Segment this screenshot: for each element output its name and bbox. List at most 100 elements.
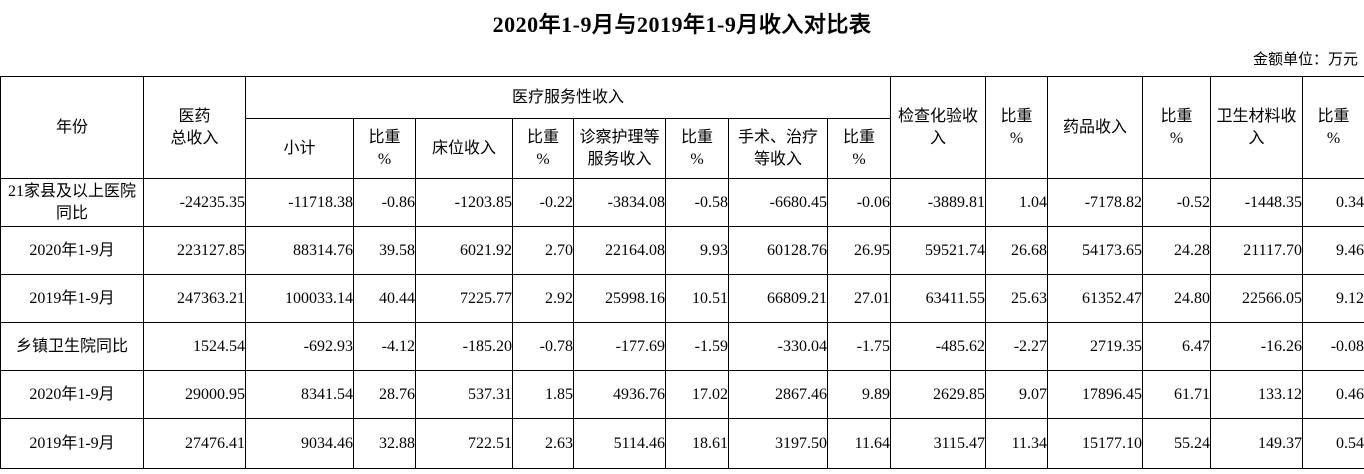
table-row: 2019年1-9月 247363.21 100033.14 40.44 7225.77 2…: [0, 274, 1364, 323]
cell-value: 17896.45: [1047, 370, 1144, 419]
col-header-exam-nursing-income: 诊察护理等 服务收入: [573, 118, 666, 179]
cell-value: -3889.81: [890, 178, 987, 227]
row-label: 2020年1-9月: [0, 226, 144, 275]
cell-value: 55.24: [1142, 418, 1212, 469]
cell-value: -1.75: [826, 322, 892, 371]
cell-value: -177.69: [573, 322, 666, 371]
cell-value: 2629.85: [890, 370, 987, 419]
cell-value: 9.46: [1302, 226, 1364, 275]
cell-value: 21117.70: [1210, 226, 1304, 275]
cell-value: 17.02: [665, 370, 729, 419]
cell-value: 1.04: [985, 178, 1049, 227]
cell-value: 1524.54: [143, 322, 246, 371]
cell-value: 24.28: [1142, 226, 1212, 275]
table-header: 年份 医药 总收入 医疗服务性收入 检查化验收 入 比重 % 药品收入 比重 %…: [0, 76, 1364, 179]
col-header-proportion: 比重 %: [1142, 76, 1212, 179]
cell-value: 3197.50: [728, 418, 828, 469]
col-header-total-medical-income: 医药 总收入: [143, 76, 246, 179]
col-header-subtotal: 小计: [245, 118, 354, 179]
cell-value: 39.58: [353, 226, 416, 275]
cell-value: -185.20: [415, 322, 513, 371]
cell-value: -0.78: [512, 322, 574, 371]
page: 2020年1-9月与2019年1-9月收入对比表 金额单位：万元 年份 医药 总…: [0, 10, 1364, 474]
cell-value: 6.47: [1142, 322, 1212, 371]
col-header-bed-income: 床位收入: [415, 118, 513, 179]
col-group-medical-service-income: 医疗服务性收入: [244, 76, 892, 119]
cell-value: 3115.47: [890, 418, 987, 469]
col-header-proportion: 比重 %: [353, 118, 416, 179]
cell-value: -692.93: [245, 322, 354, 371]
cell-value: 7225.77: [415, 274, 513, 323]
cell-value: 18.61: [665, 418, 729, 469]
cell-value: 27.01: [826, 274, 892, 323]
cell-value: -0.22: [512, 178, 574, 227]
cell-value: 9.07: [985, 370, 1049, 419]
cell-value: -6680.45: [728, 178, 828, 227]
cell-value: 2.63: [512, 418, 574, 469]
row-label: 2019年1-9月: [0, 418, 144, 469]
cell-value: 60128.76: [728, 226, 828, 275]
cell-value: 0.54: [1302, 418, 1364, 469]
cell-value: 2.70: [512, 226, 574, 275]
row-label: 2020年1-9月: [0, 370, 144, 419]
col-header-proportion: 比重 %: [512, 118, 574, 179]
cell-value: 15177.10: [1047, 418, 1144, 469]
cell-value: 27476.41: [143, 418, 246, 469]
cell-value: 4936.76: [573, 370, 666, 419]
cell-value: 32.88: [353, 418, 416, 469]
header-row-sub: 小计 比重 % 床位收入 比重 % 诊察护理等 服务收入 比重 % 手术、治疗 …: [1, 118, 1364, 179]
table-row: 21家县及以上医院同比 -24235.35 -11718.38 -0.86 -1203.…: [0, 178, 1364, 227]
cell-value: 2867.46: [728, 370, 828, 419]
cell-value: 0.46: [1302, 370, 1364, 419]
cell-value: 100033.14: [245, 274, 354, 323]
col-header-surgery-treatment-income: 手术、治疗 等收入: [728, 118, 828, 179]
row-label: 乡镇卫生院同比: [0, 322, 144, 371]
col-header-proportion: 比重 %: [826, 118, 892, 179]
cell-value: -0.58: [665, 178, 729, 227]
cell-value: 722.51: [415, 418, 513, 469]
income-comparison-table: 年份 医药 总收入 医疗服务性收入 检查化验收 入 比重 % 药品收入 比重 %…: [0, 76, 1364, 469]
page-title: 2020年1-9月与2019年1-9月收入对比表: [492, 12, 872, 37]
cell-value: 5114.46: [573, 418, 666, 469]
cell-value: 9.89: [826, 370, 892, 419]
cell-value: 59521.74: [890, 226, 987, 275]
cell-value: 66809.21: [728, 274, 828, 323]
unit-note: 金额单位：万元: [1252, 52, 1358, 68]
table-row: 2020年1-9月 29000.95 8341.54 28.76 537.31 1.85 4…: [0, 370, 1364, 419]
col-header-proportion: 比重 %: [985, 76, 1049, 179]
cell-value: 2.92: [512, 274, 574, 323]
cell-value: 22566.05: [1210, 274, 1304, 323]
cell-value: 1.85: [512, 370, 574, 419]
cell-value: 24.80: [1142, 274, 1212, 323]
cell-value: -1448.35: [1210, 178, 1304, 227]
col-header-proportion: 比重 %: [1302, 76, 1364, 179]
cell-value: -24235.35: [143, 178, 246, 227]
cell-value: 26.95: [826, 226, 892, 275]
cell-value: -0.52: [1142, 178, 1212, 227]
table-row: 2020年1-9月 223127.85 88314.76 39.58 6021.92 2.…: [0, 226, 1364, 275]
cell-value: 40.44: [353, 274, 416, 323]
cell-value: -16.26: [1210, 322, 1304, 371]
cell-value: 28.76: [353, 370, 416, 419]
cell-value: -1.59: [665, 322, 729, 371]
cell-value: -1203.85: [415, 178, 513, 227]
cell-value: -0.86: [353, 178, 416, 227]
cell-value: -11718.38: [245, 178, 354, 227]
cell-value: 26.68: [985, 226, 1049, 275]
cell-value: 11.34: [985, 418, 1049, 469]
cell-value: -7178.82: [1047, 178, 1144, 227]
cell-value: 11.64: [826, 418, 892, 469]
cell-value: -0.08: [1302, 322, 1364, 371]
col-header-proportion: 比重 %: [665, 118, 729, 179]
table-body: 21家县及以上医院同比 -24235.35 -11718.38 -0.86 -1203.…: [0, 178, 1364, 469]
col-header-drug-income: 药品收入: [1047, 76, 1144, 179]
cell-value: -2.27: [985, 322, 1049, 371]
cell-value: -3834.08: [573, 178, 666, 227]
row-label: 21家县及以上医院同比: [0, 178, 144, 227]
cell-value: 25.63: [985, 274, 1049, 323]
cell-value: 223127.85: [143, 226, 246, 275]
table-row: 乡镇卫生院同比 1524.54 -692.93 -4.12 -185.20 -0.78 -1…: [0, 322, 1364, 371]
cell-value: 54173.65: [1047, 226, 1144, 275]
cell-value: 149.37: [1210, 418, 1304, 469]
cell-value: 61.71: [1142, 370, 1212, 419]
